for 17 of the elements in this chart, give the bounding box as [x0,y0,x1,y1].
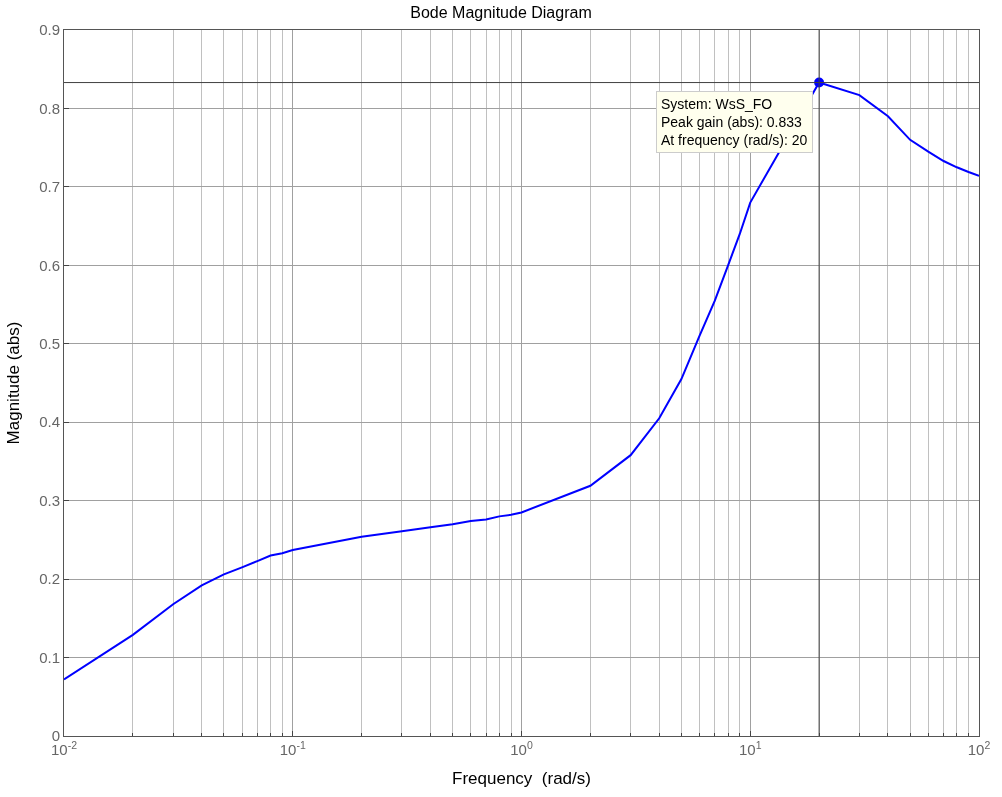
chart-title: Bode Magnitude Diagram [410,3,592,21]
x-axis-title: Frequency (rad/s) [452,769,591,789]
y-tick-label: 0.5 [39,335,60,353]
y-tick-label: 0.7 [39,178,60,196]
x-tick-label: 10$^{0}$ [510,738,533,758]
y-tick-label: 0.2 [39,570,60,588]
y-tick-label: 0.1 [39,648,60,666]
annotation: System: WsS_FO Peak gain (abs): 0.833 At frequency (rad/s): 20 [661,96,808,149]
y-tick-label: 0.4 [39,413,60,431]
y-axis-title: Magnitude (abs) [3,321,23,445]
x-tick-label: 10$^{2}$ [967,738,991,758]
x-tick-label: 10$^{1}$ [738,738,762,758]
x-tick-label: 10$^{-1}$ [279,738,306,758]
y-tick-label: 0.3 [39,491,60,509]
y-tick-label: 0.9 [39,21,60,39]
y-tick-label: 0.6 [39,256,60,274]
y-tick-label: 0.8 [39,99,60,117]
